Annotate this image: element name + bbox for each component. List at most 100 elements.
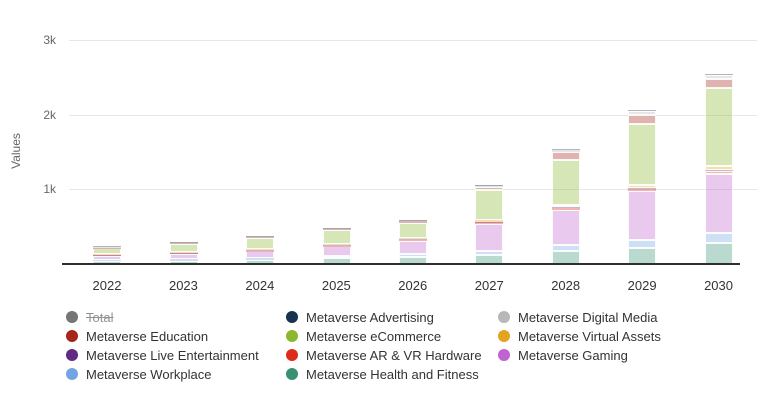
segment-metaverse-education-2028[interactable]: [551, 151, 580, 160]
segment-metaverse-ecommerce-2030[interactable]: [704, 88, 733, 166]
segment-metaverse-workplace-2028[interactable]: [551, 244, 580, 251]
segment-metaverse-gaming-2024[interactable]: [246, 251, 275, 259]
segment-metaverse-workplace-2029[interactable]: [628, 239, 657, 248]
legend-item-metaverse-live-entertainment[interactable]: Metaverse Live Entertainment: [66, 348, 286, 363]
segment-metaverse-workplace-2022[interactable]: [93, 259, 122, 262]
legend-item-metaverse-advertising[interactable]: Metaverse Advertising: [286, 309, 498, 325]
segment-metaverse-advertising-2028[interactable]: [551, 149, 580, 150]
segment-metaverse-gaming-2023[interactable]: [169, 253, 198, 260]
y-tick-2k: 2k: [43, 107, 56, 122]
legend-item-metaverse-ecommerce[interactable]: Metaverse eCommerce: [286, 329, 498, 344]
segment-metaverse-education-2030[interactable]: [704, 79, 733, 89]
segment-metaverse-virtual-assets-2027[interactable]: [475, 219, 504, 222]
segment-metaverse-virtual-assets-2028[interactable]: [551, 204, 580, 208]
segment-metaverse-digital-media-2024[interactable]: [246, 236, 275, 237]
segment-metaverse-live-entertainment-2025[interactable]: [322, 245, 351, 246]
legend-item-label: Metaverse Advertising: [306, 309, 434, 325]
segment-metaverse-workplace-2025[interactable]: [322, 256, 351, 259]
segment-metaverse-digital-media-2029[interactable]: [628, 111, 657, 116]
segment-metaverse-virtual-assets-2024[interactable]: [246, 249, 275, 251]
segment-metaverse-gaming-2028[interactable]: [551, 209, 580, 245]
segment-metaverse-workplace-2027[interactable]: [475, 250, 504, 256]
segment-metaverse-live-entertainment-2022[interactable]: [93, 254, 122, 256]
segment-metaverse-advertising-2022[interactable]: [93, 246, 122, 248]
legend-item-metaverse-virtual-assets[interactable]: Metaverse Virtual Assets: [498, 329, 718, 344]
segment-metaverse-ecommerce-2024[interactable]: [246, 237, 275, 250]
segment-metaverse-live-entertainment-2029[interactable]: [628, 188, 657, 190]
segment-metaverse-education-2029[interactable]: [628, 115, 657, 125]
segment-metaverse-ar-vr-hardware-2029[interactable]: [628, 189, 657, 192]
segment-metaverse-advertising-2024[interactable]: [246, 235, 275, 237]
segment-metaverse-health-and-fitness-2029[interactable]: [628, 247, 657, 264]
legend-item-metaverse-education[interactable]: Metaverse Education: [66, 329, 286, 344]
segment-metaverse-live-entertainment-2023[interactable]: [169, 252, 198, 254]
segment-metaverse-ar-vr-hardware-2023[interactable]: [169, 253, 198, 254]
segment-metaverse-digital-media-2027[interactable]: [475, 185, 504, 187]
segment-metaverse-gaming-2029[interactable]: [628, 191, 657, 240]
segment-metaverse-gaming-2026[interactable]: [399, 240, 427, 254]
segment-metaverse-virtual-assets-2026[interactable]: [399, 237, 427, 240]
segment-metaverse-workplace-2026[interactable]: [399, 253, 427, 257]
segment-metaverse-workplace-2024[interactable]: [246, 258, 275, 260]
segment-metaverse-digital-media-2028[interactable]: [551, 149, 580, 152]
segment-metaverse-ecommerce-2027[interactable]: [475, 189, 504, 220]
segment-metaverse-ecommerce-2026[interactable]: [399, 223, 427, 238]
gridline-1k: [69, 189, 757, 191]
segment-metaverse-education-2026[interactable]: [399, 221, 427, 224]
legend-item-metaverse-ar-vr-hardware[interactable]: Metaverse AR & VR Hardware: [286, 348, 498, 363]
legend-item-metaverse-health-and-fitness[interactable]: Metaverse Health and Fitness: [286, 367, 498, 382]
segment-metaverse-virtual-assets-2023[interactable]: [169, 252, 198, 253]
segment-metaverse-virtual-assets-2030[interactable]: [704, 165, 733, 170]
segment-metaverse-ar-vr-hardware-2027[interactable]: [475, 222, 504, 224]
segment-metaverse-education-2025[interactable]: [322, 229, 351, 231]
segment-metaverse-digital-media-2023[interactable]: [169, 242, 198, 243]
segment-metaverse-gaming-2030[interactable]: [704, 173, 733, 234]
segment-metaverse-ecommerce-2025[interactable]: [322, 230, 351, 244]
legend-item-total[interactable]: Total: [66, 310, 286, 325]
legend-item-metaverse-workplace[interactable]: Metaverse Workplace: [66, 367, 286, 382]
segment-metaverse-workplace-2023[interactable]: [169, 259, 198, 261]
segment-metaverse-gaming-2022[interactable]: [93, 255, 122, 260]
legend-item-metaverse-gaming[interactable]: Metaverse Gaming: [498, 348, 718, 363]
segment-metaverse-virtual-assets-2025[interactable]: [322, 243, 351, 246]
segment-metaverse-live-entertainment-2027[interactable]: [475, 221, 504, 223]
segment-metaverse-education-2022[interactable]: [93, 247, 122, 249]
legend-item-metaverse-digital-media[interactable]: Metaverse Digital Media: [498, 309, 718, 325]
segment-metaverse-digital-media-2030[interactable]: [704, 74, 733, 80]
segment-metaverse-live-entertainment-2024[interactable]: [246, 250, 275, 251]
segment-metaverse-education-2027[interactable]: [475, 186, 504, 190]
segment-metaverse-virtual-assets-2029[interactable]: [628, 184, 657, 188]
segment-metaverse-ar-vr-hardware-2022[interactable]: [93, 255, 122, 256]
segment-metaverse-advertising-2023[interactable]: [169, 241, 198, 243]
segment-metaverse-virtual-assets-2022[interactable]: [93, 254, 122, 255]
segment-metaverse-ar-vr-hardware-2024[interactable]: [246, 250, 275, 252]
legend-item-label: Metaverse Digital Media: [518, 309, 658, 325]
segment-metaverse-advertising-2025[interactable]: [322, 227, 351, 229]
segment-metaverse-advertising-2026[interactable]: [399, 219, 427, 221]
segment-metaverse-health-and-fitness-2030[interactable]: [704, 242, 733, 264]
legend-dot-icon: [498, 330, 510, 342]
segment-metaverse-digital-media-2026[interactable]: [399, 220, 427, 222]
segment-metaverse-advertising-2030[interactable]: [704, 73, 733, 75]
segment-metaverse-live-entertainment-2028[interactable]: [551, 207, 580, 209]
segment-metaverse-ar-vr-hardware-2025[interactable]: [322, 245, 351, 247]
segment-metaverse-ecommerce-2028[interactable]: [551, 159, 580, 205]
segment-metaverse-advertising-2029[interactable]: [628, 110, 657, 112]
segment-metaverse-ecommerce-2023[interactable]: [169, 243, 198, 252]
segment-metaverse-education-2023[interactable]: [169, 242, 198, 244]
segment-metaverse-ecommerce-2029[interactable]: [628, 124, 657, 185]
segment-metaverse-ar-vr-hardware-2030[interactable]: [704, 171, 733, 174]
segment-metaverse-gaming-2027[interactable]: [475, 223, 504, 251]
segment-metaverse-digital-media-2022[interactable]: [93, 247, 122, 248]
segment-metaverse-live-entertainment-2030[interactable]: [704, 169, 733, 172]
segment-metaverse-digital-media-2025[interactable]: [322, 228, 351, 230]
segment-metaverse-ar-vr-hardware-2026[interactable]: [399, 239, 427, 241]
segment-metaverse-ecommerce-2022[interactable]: [93, 248, 122, 254]
segment-metaverse-ar-vr-hardware-2028[interactable]: [551, 208, 580, 210]
legend-dot-icon: [66, 330, 78, 342]
segment-metaverse-advertising-2027[interactable]: [475, 184, 504, 186]
segment-metaverse-live-entertainment-2026[interactable]: [399, 239, 427, 240]
segment-metaverse-workplace-2030[interactable]: [704, 233, 733, 243]
segment-metaverse-gaming-2025[interactable]: [322, 246, 351, 257]
segment-metaverse-education-2024[interactable]: [246, 236, 275, 238]
